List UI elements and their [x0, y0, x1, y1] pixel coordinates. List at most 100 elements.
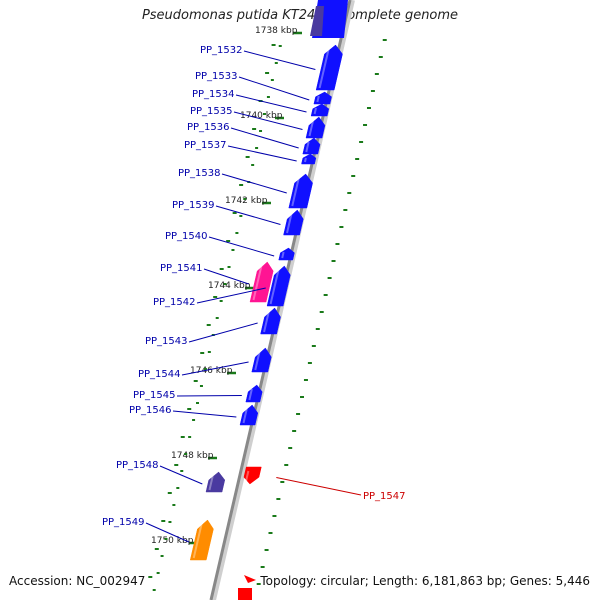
gene-PP_1538[interactable]	[288, 173, 313, 209]
gene-label[interactable]: PP_1548	[116, 460, 159, 471]
gene-highlight	[242, 408, 248, 424]
gene-arrow	[260, 307, 281, 335]
gene-label[interactable]: PP_1533	[195, 71, 238, 82]
leader-line	[215, 205, 281, 225]
leader-line	[227, 145, 297, 162]
gene-PP_1546[interactable]	[239, 404, 259, 426]
gene-label[interactable]: PP_1535	[190, 106, 233, 117]
leader-line	[230, 127, 299, 149]
tick-label: 1740 kbp	[240, 111, 283, 121]
gene-PP_1532[interactable]	[315, 44, 343, 91]
gene-PP_1545[interactable]	[245, 384, 263, 403]
gene-label[interactable]: PP_1544	[138, 369, 181, 380]
gene-PP_1537[interactable]	[301, 153, 317, 165]
gene-PP_1541[interactable]	[249, 261, 274, 303]
gene-arrow	[243, 466, 262, 485]
gene-label[interactable]: PP_1542	[153, 297, 196, 308]
gene-labels: PP_1532 PP_1533 PP_1534 PP_1535 PP_1536 PP_15…	[102, 45, 406, 528]
gene-partial-bottom-2	[238, 588, 252, 600]
gene-label[interactable]: PP_1532	[200, 45, 243, 56]
gene-PP_1549[interactable]	[189, 519, 214, 561]
gene-highlight	[318, 48, 330, 89]
gene-PP_1543[interactable]	[260, 307, 281, 335]
gene-label[interactable]: PP_1536	[187, 122, 230, 133]
gene-highlight	[291, 177, 300, 207]
gene-highlight	[286, 213, 293, 234]
gene-arrow	[249, 261, 274, 303]
gene-PP_1542[interactable]	[266, 265, 291, 307]
gene-features	[189, 0, 348, 600]
gene-arrow	[278, 247, 295, 261]
leader-line	[208, 236, 275, 257]
gene-arrow	[288, 173, 313, 209]
leader-line	[238, 76, 310, 101]
gene-highlight	[313, 107, 317, 115]
gene-PP_1547[interactable]	[243, 466, 262, 485]
tick-label: 1748 kbp	[171, 451, 214, 461]
gene-partial-top-left	[310, 6, 324, 36]
gene-arrow	[189, 519, 214, 561]
leader-line	[221, 173, 287, 194]
leader-line	[145, 522, 190, 543]
gene-label[interactable]: PP_1546	[129, 405, 172, 416]
tick-label: 1746 kbp	[190, 366, 233, 376]
gene-arrow	[301, 153, 317, 165]
gene-partial-bottom	[244, 575, 256, 583]
gene-highlight	[281, 251, 285, 259]
leader-line	[188, 322, 258, 343]
gene-arrow	[245, 384, 263, 403]
accession-text: Accession: NC_002947	[9, 574, 146, 588]
gene-arrow	[266, 265, 291, 307]
gene-highlight	[269, 269, 280, 305]
gene-highlight	[192, 523, 203, 559]
topology-text: Topology: circular; Length: 6,181,863 bp…	[260, 574, 590, 588]
gene-label[interactable]: PP_1541	[160, 263, 203, 274]
gene-label[interactable]: PP_1537	[184, 140, 227, 151]
gene-label[interactable]: PP_1538	[178, 168, 221, 179]
label-leaders	[145, 50, 362, 543]
tick-label: 1744 kbp	[208, 281, 251, 291]
gene-label[interactable]: PP_1539	[172, 200, 215, 211]
gene-highlight	[316, 95, 320, 103]
gene-label[interactable]: PP_1545	[133, 390, 176, 401]
gene-PP_1539[interactable]	[283, 209, 304, 236]
gene-PP_1548[interactable]	[205, 471, 226, 493]
gene-PP_1540[interactable]	[278, 247, 295, 261]
gene-highlight	[248, 388, 253, 401]
gene-label[interactable]: PP_1534	[192, 89, 235, 100]
tick-label: 1738 kbp	[255, 26, 298, 36]
gene-label[interactable]: PP_1540	[165, 231, 208, 242]
dash-marks	[148, 39, 387, 591]
tick-label: 1742 kbp	[225, 196, 268, 206]
tick-labels: 1738 kbp 1740 kbp 1742 kbp 1744 kbp 1746 kbp…	[151, 26, 298, 546]
gene-highlight	[244, 470, 250, 483]
leader-line	[176, 395, 242, 397]
leader-line	[276, 477, 362, 496]
leader-line	[172, 410, 237, 418]
tick-label: 1750 kbp	[151, 536, 194, 546]
leader-line	[233, 111, 303, 130]
gene-label[interactable]: PP_1549	[102, 517, 145, 528]
gene-highlight	[308, 120, 314, 137]
gene-PP_1544[interactable]	[251, 347, 272, 373]
gene-arrow	[239, 404, 259, 426]
gene-highlight	[254, 351, 261, 371]
leader-line	[235, 94, 307, 113]
gene-highlight	[305, 141, 310, 153]
gene-label[interactable]: PP_1547	[363, 491, 406, 502]
gene-arrow	[251, 347, 272, 373]
gene-arrow	[310, 103, 330, 117]
gene-highlight	[263, 311, 270, 333]
gene-PP_1536[interactable]	[302, 137, 321, 155]
gene-highlight	[208, 475, 214, 491]
gene-highlight	[303, 157, 307, 163]
gene-PP_1534[interactable]	[310, 103, 330, 117]
leader-line	[243, 50, 316, 70]
leader-line	[181, 361, 249, 376]
map-title: Pseudomonas putida KT2440, complete geno…	[141, 8, 459, 23]
gene-label[interactable]: PP_1543	[145, 336, 188, 347]
leader-line	[159, 465, 203, 485]
leader-line	[203, 268, 249, 285]
gene-arrow	[283, 209, 304, 236]
